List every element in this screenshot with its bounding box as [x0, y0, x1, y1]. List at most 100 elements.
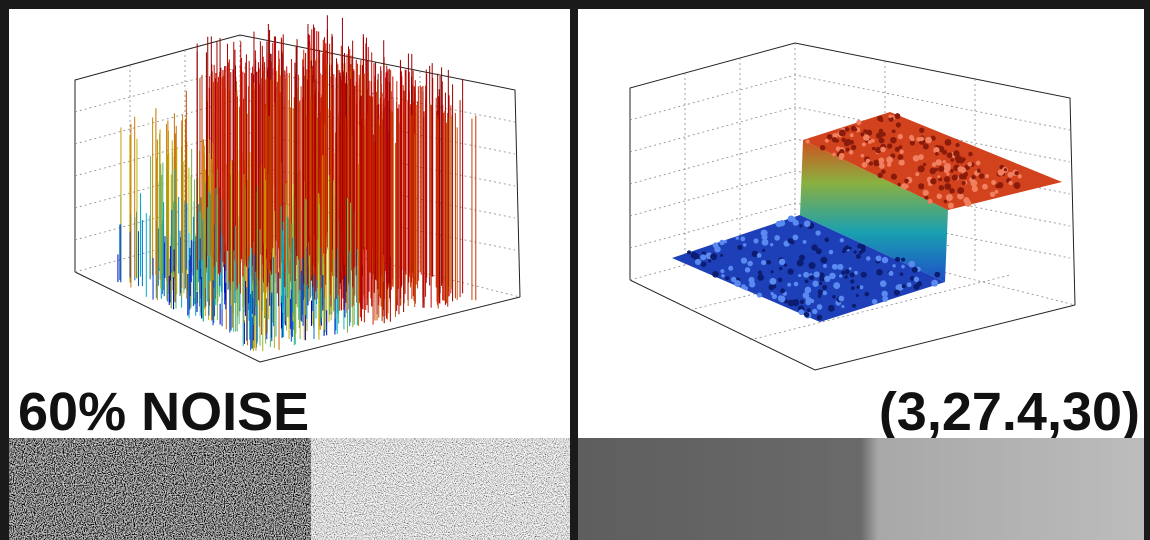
texture-stroke [898, 145, 903, 150]
texture-stroke [858, 250, 863, 255]
texture-stroke [690, 251, 698, 259]
texture-stroke [873, 159, 880, 167]
texture-stroke [839, 148, 845, 155]
noise-label: 60% NOISE [18, 382, 309, 442]
texture-stroke [710, 253, 718, 261]
texture-stroke [804, 279, 809, 284]
texture-stroke [815, 248, 822, 255]
texture-stroke [819, 277, 824, 282]
texture-stroke [881, 132, 886, 137]
texture-stroke [831, 263, 838, 270]
texture-stroke [819, 144, 826, 151]
texture-stroke [922, 143, 929, 150]
texture-stroke [899, 272, 904, 277]
texture-stroke [897, 154, 904, 161]
texture-stroke [1003, 168, 1008, 172]
texture-stroke [930, 135, 936, 141]
texture-stroke [934, 152, 939, 156]
texture-stroke [925, 136, 932, 144]
texture-stroke [861, 162, 868, 168]
texture-stroke [957, 187, 965, 195]
texture-stroke [832, 294, 836, 299]
texture-stroke [809, 275, 814, 281]
texture-stroke [919, 127, 925, 133]
texture-stroke [971, 174, 976, 180]
noisy-image-dark [9, 438, 311, 540]
texture-stroke [849, 272, 855, 278]
texture-stroke [835, 146, 841, 152]
texture-stroke [949, 168, 954, 173]
texture-stroke [774, 235, 780, 241]
texture-stroke [761, 248, 766, 253]
texture-stroke [930, 178, 937, 185]
texture-stroke [743, 286, 749, 291]
texture-stroke [848, 246, 852, 250]
texture-stroke [853, 127, 858, 132]
texture-stroke [850, 286, 855, 291]
texture-stroke [854, 270, 858, 275]
texture-stroke [891, 129, 896, 134]
texture-stroke [853, 250, 857, 254]
texture-stroke [953, 150, 960, 157]
texture-stroke [978, 173, 985, 179]
texture-stroke [877, 172, 883, 179]
texture-stroke [910, 137, 915, 142]
texture-stroke [931, 162, 937, 167]
texture-stroke [882, 295, 889, 302]
texture-stroke [798, 273, 802, 278]
texture-stroke [803, 220, 811, 228]
texture-stroke [816, 314, 823, 321]
texture-stroke [1007, 171, 1014, 178]
texture-stroke [878, 128, 884, 134]
texture-stroke [895, 284, 902, 291]
texture-stroke [824, 138, 829, 143]
texture-stroke [909, 276, 915, 281]
texture-stroke [838, 295, 845, 302]
texture-stroke [844, 138, 852, 146]
texture-stroke [839, 274, 843, 278]
texture-stroke [860, 132, 865, 137]
texture-stroke [892, 264, 896, 268]
texture-stroke [890, 136, 897, 144]
texture-stroke [823, 264, 827, 268]
texture-stroke [915, 172, 920, 177]
texture-stroke [799, 299, 805, 305]
texture-stroke [944, 183, 952, 190]
texture-stroke [1013, 182, 1021, 190]
texture-stroke [895, 122, 901, 128]
texture-stroke [881, 256, 889, 264]
texture-stroke [841, 304, 845, 309]
texture-stroke [818, 272, 825, 278]
texture-stroke [783, 263, 787, 267]
texture-stroke [740, 236, 746, 242]
texture-stroke [742, 243, 747, 247]
texture-stroke [888, 114, 893, 118]
texture-stroke [859, 285, 864, 290]
texture-stroke [827, 304, 835, 312]
step-wall [800, 140, 948, 282]
surface-texture [687, 113, 1022, 321]
texture-stroke [881, 290, 888, 298]
texture-stroke [767, 260, 772, 265]
texture-stroke [824, 275, 831, 283]
texture-stroke [778, 258, 786, 266]
texture-stroke [756, 292, 763, 298]
texture-stroke [787, 215, 795, 223]
texture-stroke [965, 200, 969, 204]
texture-stroke [712, 270, 719, 278]
texture-stroke [849, 133, 854, 138]
texture-stroke [841, 137, 846, 143]
texture-stroke [769, 242, 774, 247]
texture-stroke [963, 171, 969, 177]
texture-stroke [904, 178, 909, 184]
texture-stroke [820, 256, 828, 264]
texture-stroke [922, 162, 927, 167]
texture-stroke [822, 284, 828, 290]
texture-stroke [877, 115, 883, 122]
texture-stroke [757, 270, 762, 275]
texture-stroke [863, 129, 868, 134]
texture-stroke [828, 249, 834, 255]
texture-stroke [799, 224, 803, 228]
texture-stroke [901, 264, 905, 269]
